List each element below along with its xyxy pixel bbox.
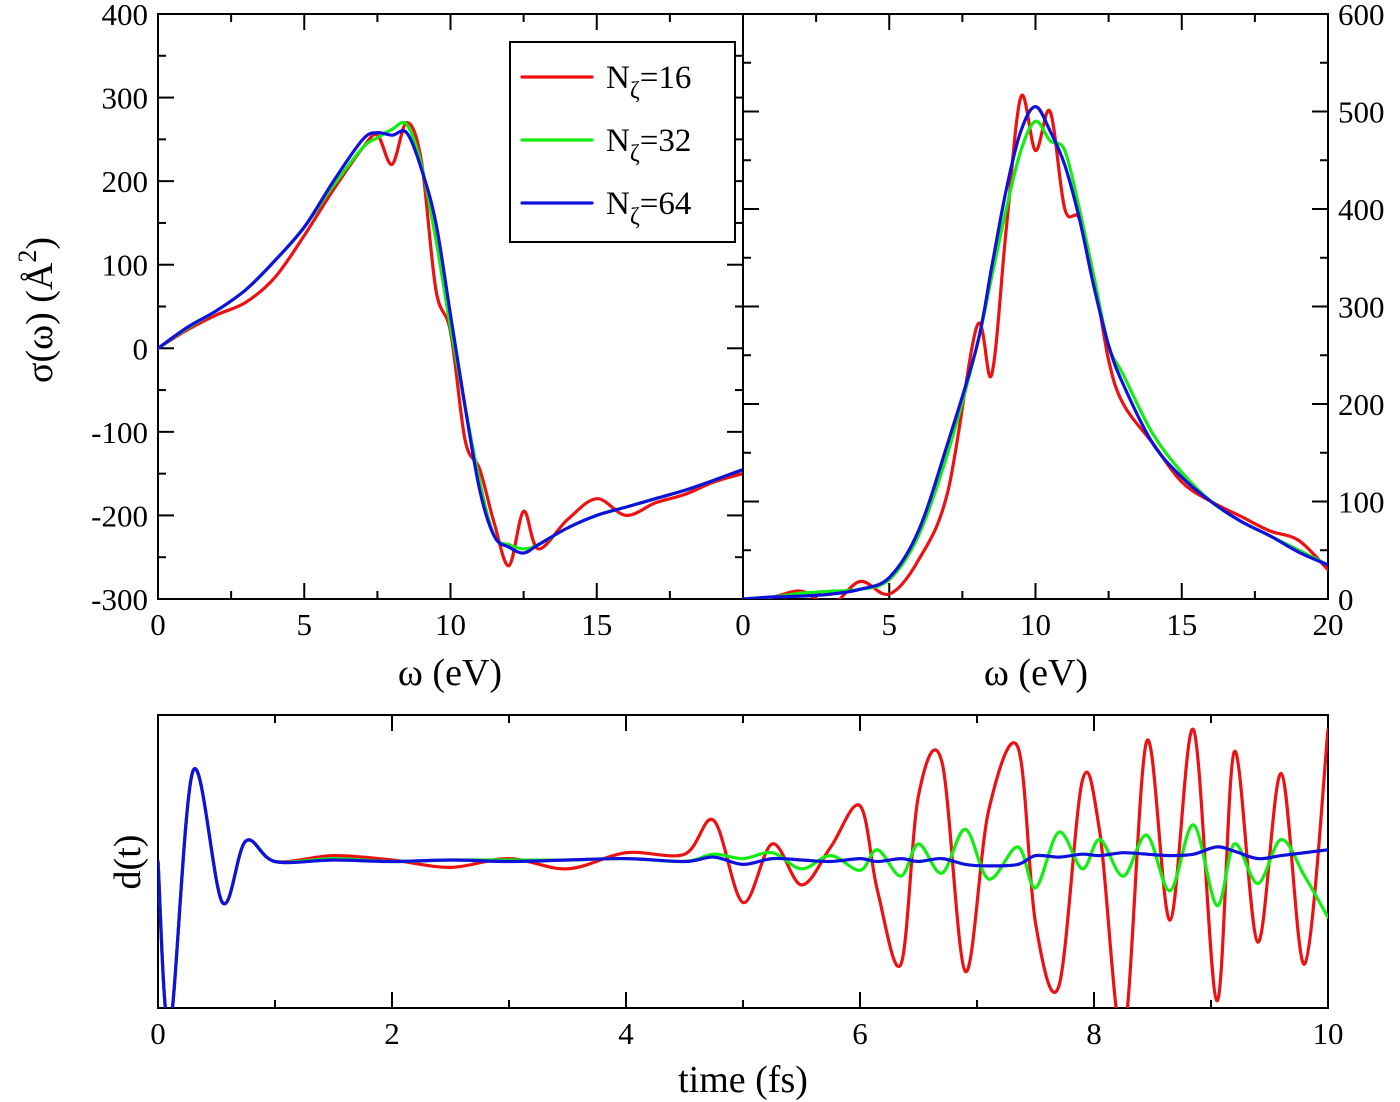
svg-text:Nζ=32: Nζ=32 (606, 123, 691, 167)
bottom-ylabel: d(t) (107, 835, 149, 890)
legend-16-sub: ζ (630, 78, 640, 104)
right-series (743, 93, 1328, 599)
bottom-xlabel: time (fs) (678, 1059, 808, 1101)
legend-entry-16: Nζ=16 (520, 60, 691, 104)
bottom-panel: 0 2 4 6 8 10 time (fs) d(t) (107, 714, 1344, 1101)
right-ytick-label: 500 (1338, 95, 1385, 130)
left-ytick-label: 100 (102, 248, 149, 283)
left-ytick-label: -100 (91, 415, 148, 450)
legend: Nζ=16 Nζ=32 Nζ=64 (509, 41, 736, 243)
right-series-line-3 (743, 105, 1328, 599)
bottom-xtick-label: 4 (618, 1016, 634, 1051)
right-ytick-label: 200 (1338, 387, 1385, 422)
right-plot-frame (742, 13, 1329, 600)
left-ytick-label: -200 (91, 498, 148, 533)
bottom-xtick-label: 2 (384, 1016, 400, 1051)
left-xtick-label: 15 (581, 607, 612, 642)
svg-text:σ(ω) (Å2): σ(ω) (Å2) (13, 237, 61, 383)
left-xtick-label: 10 (435, 607, 466, 642)
legend-64-base: N (606, 186, 630, 222)
legend-entry-32: Nζ=32 (520, 123, 691, 167)
bottom-xtick-label: 8 (1086, 1016, 1102, 1051)
left-series (158, 120, 743, 568)
right-ticks (742, 13, 1329, 600)
left-xtick-label: 0 (150, 607, 166, 642)
left-tick-labels: 0 5 10 15 -300 -200 -100 0 100 200 300 400 (91, 0, 612, 642)
bottom-tick-labels: 0 2 4 6 8 10 (150, 1016, 1343, 1051)
bottom-ticks (157, 715, 1329, 1008)
left-ylabel-main: σ(ω) (Å (19, 262, 61, 383)
legend-entry-64: Nζ=64 (520, 186, 691, 230)
right-ytick-label: 0 (1338, 582, 1354, 617)
right-ytick-label: 600 (1338, 0, 1385, 32)
right-ytick-label: 100 (1338, 485, 1385, 520)
bottom-series-line-2 (158, 767, 1328, 1008)
right-xtick-label: 10 (1020, 607, 1051, 642)
left-panel: 0 5 10 15 -300 -200 -100 0 100 200 300 400 ω (eV) σ… (13, 0, 744, 694)
left-ytick-label: -300 (91, 582, 148, 617)
right-xlabel: ω (eV) (984, 652, 1088, 694)
left-ytick-label: 300 (102, 81, 149, 116)
right-series-line-1 (743, 93, 1328, 599)
right-ytick-label: 400 (1338, 192, 1385, 227)
left-ylabel-sup: 2 (13, 250, 42, 263)
right-series-line-2 (743, 119, 1328, 599)
left-ylabel: σ(ω) (Å2) (13, 237, 61, 383)
bottom-xtick-label: 6 (852, 1016, 868, 1051)
bottom-xtick-label: 10 (1313, 1016, 1344, 1051)
left-xlabel: ω (eV) (398, 652, 502, 694)
left-ytick-label: 0 (133, 331, 149, 366)
left-ytick-label: 400 (102, 0, 149, 32)
bottom-series-line-1 (158, 727, 1328, 1008)
right-xtick-label: 15 (1166, 607, 1197, 642)
legend-32-sub: ζ (630, 141, 640, 167)
right-ytick-label: 300 (1338, 290, 1385, 325)
legend-32-base: N (606, 123, 630, 159)
bottom-series-line-3 (158, 767, 1328, 1008)
legend-64-rest: =64 (640, 186, 692, 222)
legend-64-sub: ζ (630, 204, 640, 230)
legend-32-rest: =32 (640, 123, 692, 159)
svg-text:Nζ=64: Nζ=64 (606, 186, 691, 230)
left-series-line-3 (158, 129, 743, 555)
left-ylabel-close: ) (19, 237, 61, 250)
left-xtick-label: 5 (297, 607, 313, 642)
bottom-xtick-label: 0 (150, 1016, 166, 1051)
legend-16-base: N (606, 60, 630, 96)
bottom-series (158, 727, 1328, 1008)
legend-box (509, 41, 736, 243)
right-xtick-label: 0 (735, 607, 751, 642)
right-xtick-label: 5 (882, 607, 898, 642)
legend-16-rest: =16 (640, 60, 692, 96)
left-ticks (157, 13, 743, 600)
svg-text:Nζ=16: Nζ=16 (606, 60, 691, 104)
left-ytick-label: 200 (102, 164, 149, 199)
right-xtick-label: 20 (1313, 607, 1344, 642)
